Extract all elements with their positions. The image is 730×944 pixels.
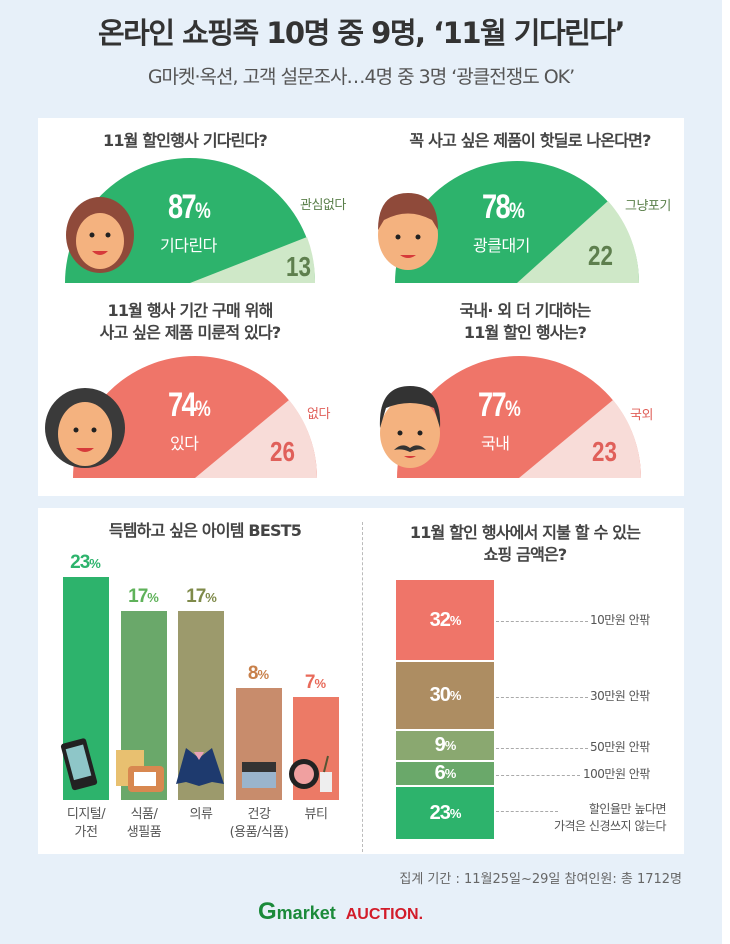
gauge-1-minor-label: 관심없다	[300, 198, 346, 213]
leader-line-2	[496, 697, 588, 698]
gauge-4-major-label: 국내	[481, 434, 510, 453]
gauge-2-minor-label: 그냥포기	[625, 199, 671, 214]
gauge-3-chart	[73, 356, 318, 478]
bar-label-4: 건강 (용품/식품)	[229, 807, 289, 840]
bar-value-3: 17%	[186, 586, 217, 607]
bar-label-1: 디지털/가전	[66, 807, 106, 840]
gauge-1-major-label: 기다린다	[160, 236, 217, 255]
leader-line-4	[496, 775, 580, 776]
gauge-1-question: 11월 할인행사 기다린다?	[103, 131, 268, 150]
spend-title: 11월 할인 행사에서 지불 할 수 있는 쇼핑 금액은?	[409, 523, 641, 564]
spend-segment-1: 32%	[396, 580, 494, 662]
leader-line-1	[496, 621, 588, 622]
spend-label-1: 10만원 안팎	[590, 613, 650, 627]
smartphone-icon	[60, 738, 98, 791]
bar-label-5: 뷰티	[304, 807, 328, 822]
bar-label-3: 의류	[189, 807, 213, 822]
gauge-2-major-value: 78%	[482, 188, 525, 226]
gauge-2-question: 꼭 사고 싶은 제품이 핫딜로 나온다면?	[409, 131, 651, 150]
spend-segment-3: 9%	[396, 731, 494, 762]
gauge-1-chart	[65, 158, 316, 283]
bar-value-5: 7%	[304, 672, 326, 693]
survey-period-note: 집계 기간 : 11월25일~29일 참여인원: 총 1712명	[399, 872, 682, 887]
gauge-3-major-value: 74%	[168, 386, 211, 424]
bar-value-1: 23%	[70, 552, 101, 573]
gauge-4-chart	[397, 356, 642, 478]
woman-face-icon	[66, 197, 134, 273]
gauge-4-minor-label: 국외	[630, 408, 653, 423]
gauge-2-minor-value: 22	[588, 240, 613, 271]
gauge-3-question: 11월 행사 기간 구매 위해 사고 싶은 제품 미룬적 있다?	[99, 301, 281, 342]
gauge-3-minor-label: 없다	[307, 407, 330, 422]
spend-segment-2: 30%	[396, 662, 494, 731]
bar-value-4: 8%	[247, 663, 269, 684]
gmarket-logo: Gmarket	[258, 898, 336, 925]
gauge-3-minor-value: 26	[270, 436, 295, 467]
gauge-2-major-label: 광클대기	[473, 236, 530, 255]
spend-label-2: 30만원 안팎	[590, 689, 650, 703]
brand-logos: Gmarket AUCTION.	[258, 898, 423, 926]
gauge-2-chart	[395, 161, 640, 283]
spend-label-3: 50만원 안팎	[590, 740, 650, 754]
spend-segment-5: 23%	[396, 787, 494, 839]
spend-segment-4: 6%	[396, 762, 494, 787]
panel-divider	[362, 522, 363, 852]
gauge-3-major-label: 있다	[170, 434, 199, 453]
spend-label-4: 100만원 안팎	[583, 767, 650, 781]
bar-label-2: 식품/생필품	[126, 807, 162, 840]
gauge-1-major-value: 87%	[168, 188, 211, 226]
man-mustache-face-icon	[379, 386, 441, 468]
man-face-icon	[378, 193, 438, 270]
leader-line-5	[496, 811, 558, 812]
food-icon	[116, 750, 164, 792]
page-title: 온라인 쇼핑족 10명 중 9명, ‘11월 기다린다’	[97, 16, 626, 50]
page-subtitle: G마켓·옥션, 고객 설문조사…4명 중 3명 ‘광클전쟁도 OK’	[147, 66, 575, 88]
gauge-4-minor-value: 23	[592, 436, 617, 467]
spend-label-5: 할인율만 높다면 가격은 신경쓰지 않는다	[553, 802, 667, 833]
cosmetics-icon	[289, 755, 332, 792]
best5-title: 득템하고 싶은 아이템 BEST5	[108, 521, 302, 540]
bar-value-2: 17%	[128, 586, 159, 607]
auction-logo: AUCTION.	[345, 906, 424, 923]
leader-line-3	[496, 748, 588, 749]
health-product-icon	[242, 762, 276, 788]
gauge-1-minor-value: 13	[286, 251, 311, 282]
jacket-icon	[176, 748, 224, 786]
gauge-4-question: 국내· 외 더 기대하는 11월 할인 행사는?	[459, 301, 592, 342]
gauge-4-major-value: 77%	[478, 386, 521, 424]
woman-dark-hair-face-icon	[45, 388, 125, 468]
